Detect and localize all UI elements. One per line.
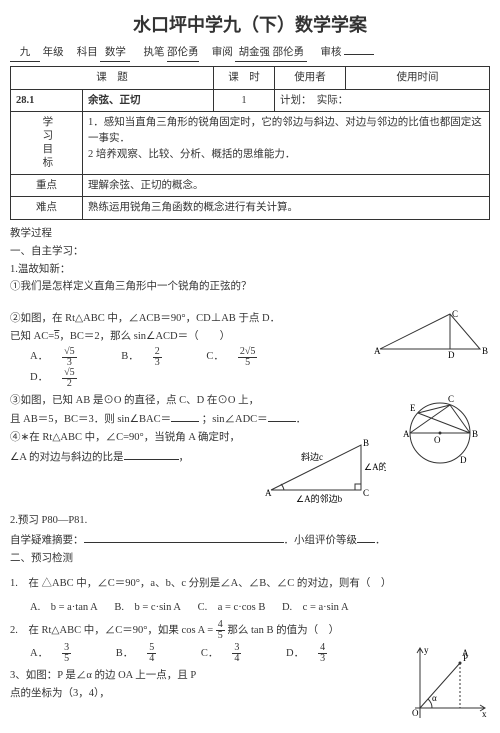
table-row: 学习目标 1．感知当直角三角形的锐角固定时，它的邻边与斜边、对边与邻边的比值也都… bbox=[11, 112, 490, 174]
subject: 数学 bbox=[100, 45, 130, 62]
svg-text:A: A bbox=[462, 648, 469, 658]
notes-line: 自学疑难摘要：．小组评价等级． bbox=[10, 531, 490, 549]
figure-coord: y x O P α A bbox=[400, 643, 490, 723]
svg-text:D: D bbox=[448, 350, 455, 359]
header-line: 九 年级 科目 数学 执笔 邵伦勇 审阅 胡金强 邵伦勇 审核 bbox=[10, 45, 490, 62]
svg-text:O: O bbox=[412, 708, 419, 718]
table-row: 难点 熟练运用锐角三角函数的概念进行有关计算。 bbox=[11, 197, 490, 220]
svg-text:∠A的对边a: ∠A的对边a bbox=[364, 461, 386, 472]
svg-text:B: B bbox=[363, 438, 369, 448]
table-row: 重点 理解余弦、正切的概念。 bbox=[11, 174, 490, 197]
penman: 邵伦勇 bbox=[167, 45, 199, 62]
svg-text:C: C bbox=[452, 309, 458, 319]
svg-text:x: x bbox=[482, 709, 487, 719]
info-table: 课 题 课 时 使用者 使用时间 28.1 余弦、正切 1 计划： 实际： 学习… bbox=[10, 66, 490, 220]
svg-text:A: A bbox=[403, 429, 410, 439]
figure-circle: A B C E O D bbox=[390, 393, 490, 473]
part2-heading: 二、预习检测 bbox=[10, 551, 490, 567]
figure-right-triangle: A C B 斜边c ∠A的对边a ∠A的邻边b bbox=[256, 430, 386, 505]
part1-heading: 一、自主学习： bbox=[10, 244, 490, 260]
svg-text:α: α bbox=[432, 693, 437, 703]
svg-text:D: D bbox=[460, 455, 467, 465]
grade: 九 bbox=[10, 45, 40, 62]
q1: ①我们是怎样定义直角三角形中一个锐角的正弦的？ bbox=[10, 279, 490, 295]
page-title: 水口坪中学九（下）数学学案 bbox=[10, 12, 490, 39]
svg-text:A: A bbox=[265, 488, 272, 498]
svg-text:O: O bbox=[434, 435, 441, 445]
reviewer: 胡金强 邵伦勇 bbox=[235, 45, 307, 62]
preview-heading: 2.预习 P80—P81. bbox=[10, 513, 490, 529]
table-row: 28.1 余弦、正切 1 计划： 实际： bbox=[11, 89, 490, 112]
svg-text:y: y bbox=[424, 645, 429, 655]
svg-text:C: C bbox=[363, 488, 369, 498]
goals: 1．感知当直角三角形的锐角固定时，它的邻边与斜边、对边与邻边的比值也都固定这一事… bbox=[83, 112, 490, 174]
svg-text:E: E bbox=[410, 403, 416, 413]
table-row: 课 题 课 时 使用者 使用时间 bbox=[11, 66, 490, 89]
figure-triangle-1: A D B C bbox=[370, 309, 490, 359]
svg-text:B: B bbox=[472, 429, 478, 439]
svg-text:斜边c: 斜边c bbox=[301, 451, 323, 462]
sub-heading: 1.温故知新： bbox=[10, 262, 490, 278]
mc1: 1. 在 △ABC 中，∠C＝90°，a、b、c 分别是∠A、∠B、∠C 的对边… bbox=[10, 576, 490, 592]
svg-text:C: C bbox=[448, 394, 454, 404]
process-heading: 教学过程 bbox=[10, 226, 490, 242]
svg-text:B: B bbox=[482, 346, 488, 356]
audit bbox=[344, 54, 374, 55]
svg-text:∠A的邻边b: ∠A的邻边b bbox=[296, 493, 343, 504]
svg-text:A: A bbox=[374, 346, 381, 356]
mc1-choices: A. b = a·tan A B. b = c·sin A C. a = c·c… bbox=[30, 600, 490, 616]
mc2: 2. 在 Rt△ABC 中，∠C＝90°，如果 cos A = 45 那么 ta… bbox=[10, 620, 490, 641]
